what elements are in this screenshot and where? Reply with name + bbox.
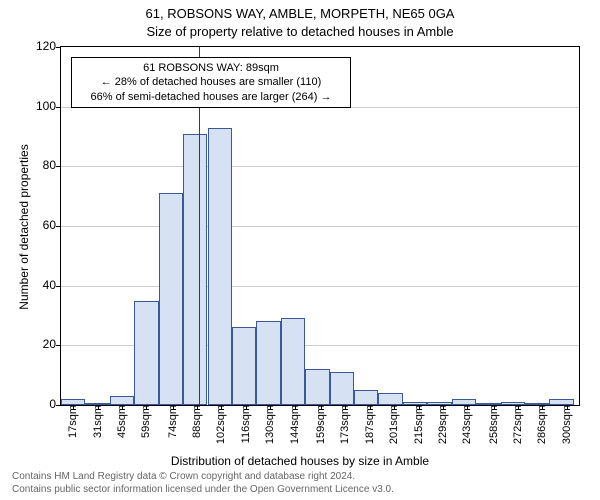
histogram-bar	[134, 301, 158, 405]
footer-credits: Contains HM Land Registry data © Crown c…	[12, 471, 394, 496]
annotation-box: 61 ROBSONS WAY: 89sqm ← 28% of detached …	[71, 57, 351, 108]
histogram-bar	[378, 393, 402, 405]
histogram-bar	[281, 318, 305, 405]
plot-area: 17sqm31sqm45sqm59sqm74sqm88sqm102sqm116s…	[60, 46, 580, 406]
x-tick-label: 243sqm	[461, 405, 473, 444]
x-tick-label: 116sqm	[240, 405, 252, 443]
chart-title-address: 61, ROBSONS WAY, AMBLE, MORPETH, NE65 0G…	[0, 6, 600, 21]
chart-title-subtitle: Size of property relative to detached ho…	[0, 24, 600, 39]
y-tick-label: 40	[16, 278, 56, 292]
y-tick-mark	[56, 166, 61, 167]
annotation-line1: 61 ROBSONS WAY: 89sqm	[78, 61, 344, 75]
y-tick-mark	[56, 405, 61, 406]
y-tick-label: 60	[16, 218, 56, 232]
y-tick-label: 80	[16, 158, 56, 172]
x-tick-label: 102sqm	[215, 405, 227, 444]
gridline	[61, 166, 579, 167]
x-tick-label: 173sqm	[339, 405, 351, 444]
x-tick-label: 59sqm	[140, 405, 152, 438]
x-axis-label: Distribution of detached houses by size …	[0, 454, 600, 468]
x-tick-label: 74sqm	[167, 405, 179, 438]
histogram-bar	[305, 369, 329, 405]
y-tick-mark	[56, 107, 61, 108]
histogram-bar	[183, 134, 207, 405]
x-tick-label: 286sqm	[536, 405, 548, 444]
histogram-bar	[110, 396, 134, 405]
histogram-bar	[159, 193, 183, 405]
x-tick-label: 201sqm	[388, 405, 400, 444]
x-tick-label: 159sqm	[315, 405, 327, 444]
gridline	[61, 226, 579, 227]
x-tick-label: 229sqm	[437, 405, 449, 444]
histogram-bar	[232, 327, 256, 405]
footer-line1: Contains HM Land Registry data © Crown c…	[12, 471, 394, 484]
histogram-bar	[208, 128, 232, 405]
x-tick-label: 31sqm	[92, 405, 104, 438]
histogram-bar	[256, 321, 280, 405]
x-tick-label: 130sqm	[264, 405, 276, 444]
x-tick-label: 88sqm	[191, 405, 203, 438]
y-axis-label-wrap: Number of detached properties	[0, 0, 46, 500]
y-tick-label: 0	[16, 397, 56, 411]
y-tick-mark	[56, 345, 61, 346]
chart-container: 61, ROBSONS WAY, AMBLE, MORPETH, NE65 0G…	[0, 0, 600, 500]
x-tick-label: 187sqm	[364, 405, 376, 444]
x-tick-label: 17sqm	[67, 405, 79, 438]
x-tick-label: 45sqm	[116, 405, 128, 438]
gridline	[61, 286, 579, 287]
x-tick-label: 272sqm	[512, 405, 524, 444]
histogram-bar	[330, 372, 354, 405]
x-tick-label: 144sqm	[289, 405, 301, 444]
histogram-bar	[354, 390, 378, 405]
y-tick-label: 20	[16, 337, 56, 351]
x-tick-label: 215sqm	[413, 405, 425, 444]
annotation-line3: 66% of semi-detached houses are larger (…	[78, 90, 344, 104]
footer-line2: Contains public sector information licen…	[12, 484, 394, 497]
x-tick-label: 258sqm	[488, 405, 500, 444]
x-tick-label: 300sqm	[561, 405, 573, 444]
y-tick-label: 100	[16, 99, 56, 113]
y-tick-mark	[56, 47, 61, 48]
annotation-line2: ← 28% of detached houses are smaller (11…	[78, 75, 344, 89]
y-tick-label: 120	[16, 39, 56, 53]
y-tick-mark	[56, 286, 61, 287]
y-tick-mark	[56, 226, 61, 227]
